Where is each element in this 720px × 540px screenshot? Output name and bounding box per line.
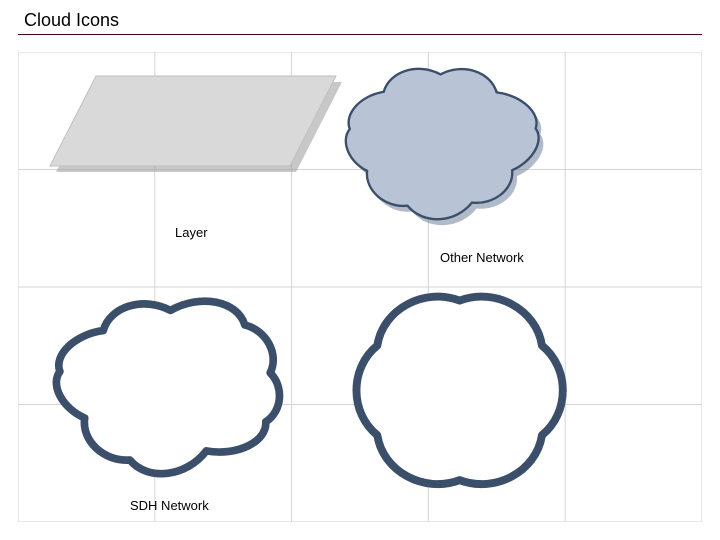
cloud-six-bump-icon [325, 261, 594, 520]
title-underline [18, 34, 702, 35]
layer-label: Layer [175, 225, 208, 240]
page-title: Cloud Icons [24, 10, 119, 31]
slide: Cloud Icons Layer Other Network SDH Netw… [0, 0, 720, 540]
cloud-other-network-icon [313, 39, 568, 242]
layer-icon [50, 76, 344, 180]
sdh-network-label: SDH Network [130, 498, 209, 513]
cloud-sdh-network-icon [22, 272, 319, 497]
